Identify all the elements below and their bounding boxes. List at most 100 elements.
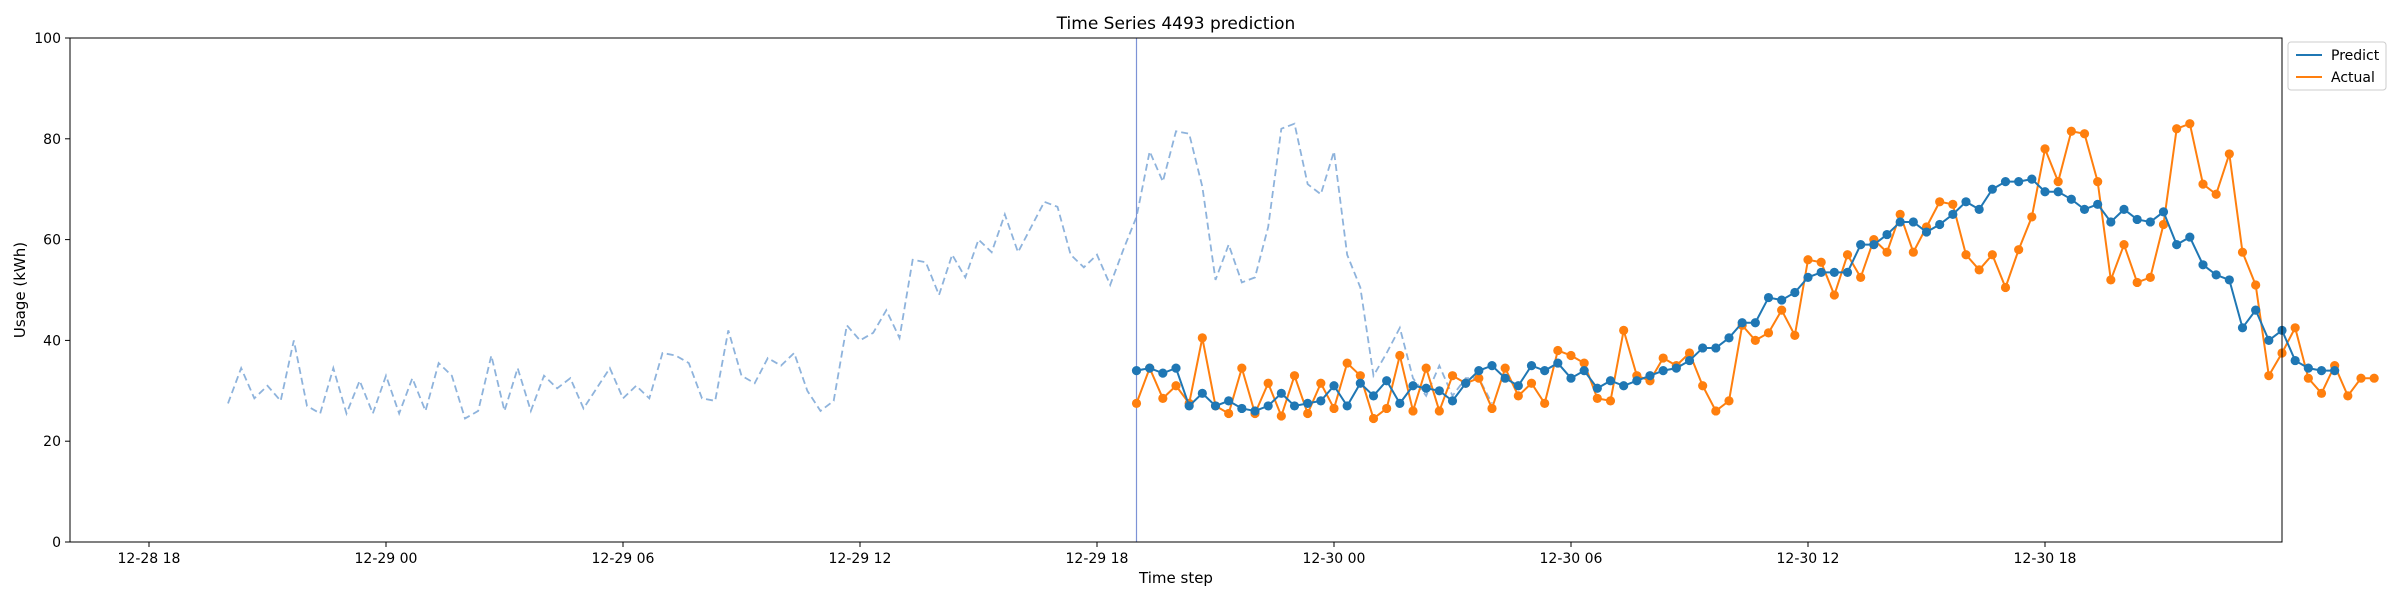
- actual-point: [1895, 209, 1905, 219]
- predict-point: [1987, 184, 1997, 194]
- x-tick-label: 12-30 06: [1540, 551, 1603, 567]
- actual-point: [1368, 413, 1379, 424]
- actual-point: [2369, 373, 2379, 383]
- actual-point: [2343, 391, 2353, 401]
- predict-point: [2290, 355, 2300, 366]
- predict-point: [1250, 406, 1260, 416]
- actual-point: [2198, 179, 2208, 189]
- actual-point: [2264, 371, 2274, 381]
- predict-point: [2303, 363, 2313, 373]
- predict-point: [1276, 388, 1286, 398]
- predict-point: [1316, 396, 1326, 406]
- actual-point: [1711, 406, 1721, 416]
- predict-point: [1592, 383, 1602, 393]
- predict-point: [1698, 343, 1708, 353]
- y-tick-label: 40: [43, 333, 61, 349]
- predict-point: [1711, 343, 1721, 353]
- actual-point: [2185, 119, 2195, 129]
- predict-point: [1921, 227, 1932, 237]
- actual-point: [1724, 396, 1734, 406]
- actual-point: [1355, 371, 1365, 381]
- predict-point: [1131, 366, 1142, 376]
- actual-point: [2079, 129, 2090, 139]
- actual-point: [1421, 363, 1431, 373]
- predict-point: [1763, 292, 1774, 303]
- predict-point: [2224, 275, 2234, 285]
- predict-point: [1750, 318, 1760, 328]
- actual-point: [2237, 247, 2248, 257]
- actual-point: [2132, 277, 2142, 288]
- history-line: [227, 122, 1493, 420]
- predict-point: [1579, 366, 1589, 376]
- actual-point: [1816, 257, 1826, 267]
- axes-frame: [69, 37, 2283, 543]
- predict-point: [1171, 363, 1181, 373]
- predict-line: [1136, 178, 2335, 412]
- predict-point: [1777, 295, 1787, 305]
- predict-point: [1224, 396, 1234, 406]
- actual-point: [1513, 391, 1523, 401]
- predict-point: [2132, 214, 2142, 225]
- actual-point: [2224, 149, 2234, 159]
- predict-point: [1869, 240, 1879, 250]
- actual-point: [2251, 280, 2261, 290]
- actual-point: [2172, 124, 2182, 134]
- actual-point: [1790, 330, 1800, 340]
- chart-title: Time Series 4493 prediction: [1056, 14, 1296, 34]
- actual-point: [1540, 398, 1550, 408]
- actual-point: [1658, 353, 1668, 363]
- actual-point: [1197, 333, 1207, 343]
- actual-line: [1135, 122, 2375, 421]
- actual-point: [1158, 393, 1168, 403]
- actual-point: [1263, 378, 1273, 388]
- predict-point: [1447, 396, 1458, 406]
- actual-point: [1579, 358, 1589, 368]
- predict-point: [1526, 361, 1537, 371]
- actual-point: [1750, 335, 1760, 345]
- predict-point: [1842, 267, 1853, 277]
- x-tick-label: 12-28 18: [118, 551, 181, 567]
- predict-point: [1974, 204, 1984, 214]
- y-tick-label: 100: [34, 31, 61, 47]
- actual-point: [1974, 265, 1984, 275]
- predict-point: [1237, 403, 1247, 414]
- actual-point: [1684, 348, 1695, 358]
- actual-point: [1605, 396, 1616, 406]
- predict-point: [2237, 323, 2248, 333]
- actual-point: [2145, 272, 2155, 282]
- predict-point: [2172, 240, 2182, 250]
- predict-point: [1487, 361, 1497, 371]
- x-tick-label: 12-29 12: [829, 551, 892, 567]
- actual-point: [2303, 373, 2313, 383]
- actual-point: [1224, 408, 1234, 419]
- x-tick-label: 12-30 00: [1303, 551, 1366, 567]
- actual-point: [2027, 212, 2037, 222]
- predict-point: [1645, 371, 1655, 381]
- predict-point: [1882, 229, 1892, 240]
- predict-point: [1737, 318, 1747, 328]
- actual-point: [1500, 363, 1510, 373]
- predict-point: [1684, 355, 1695, 366]
- predict-point: [2198, 260, 2208, 270]
- predict-point: [1605, 376, 1616, 386]
- actual-point: [2053, 177, 2063, 187]
- predict-point: [1566, 373, 1576, 383]
- predict-point: [1961, 197, 1971, 207]
- actual-point: [1566, 350, 1576, 361]
- actual-point: [1434, 406, 1444, 416]
- x-axis-label: Time step: [1138, 569, 1213, 587]
- predict-point: [1145, 363, 1155, 373]
- predict-point: [1895, 217, 1905, 227]
- predict-point: [2079, 204, 2090, 214]
- y-tick-label: 60: [43, 233, 61, 249]
- actual-point: [1842, 250, 1853, 260]
- actual-point: [1303, 408, 1313, 419]
- actual-point: [1131, 398, 1142, 408]
- predict-point: [1856, 240, 1866, 250]
- predict-point: [1619, 381, 1629, 391]
- actual-point: [1474, 373, 1484, 383]
- actual-point: [2040, 144, 2050, 154]
- predict-point: [1263, 401, 1273, 411]
- predict-point: [1632, 376, 1642, 386]
